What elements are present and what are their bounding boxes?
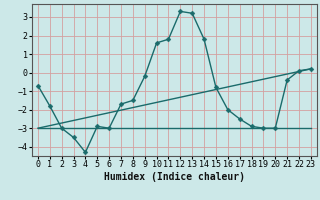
X-axis label: Humidex (Indice chaleur): Humidex (Indice chaleur) <box>104 172 245 182</box>
